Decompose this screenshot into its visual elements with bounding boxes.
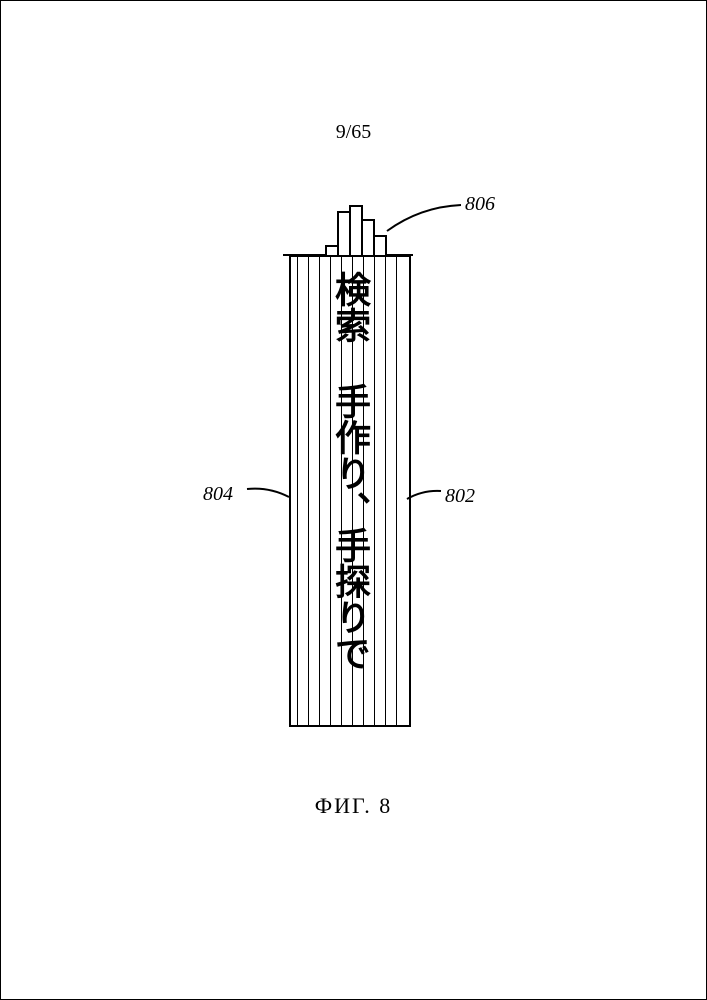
ref-806: 806	[465, 193, 495, 216]
figure-caption: ФИГ. 8	[1, 793, 706, 819]
page-number: 9/65	[1, 121, 706, 144]
ref-802: 802	[445, 485, 475, 508]
hatched-box: 検索 手作り、手探りで	[289, 255, 411, 727]
leader-802	[403, 487, 445, 503]
page-frame: 9/65 検索 手作り、手探りで 806 802 804 ФИГ. 8	[0, 0, 707, 1000]
ref-804: 804	[203, 483, 233, 506]
leader-804	[243, 485, 293, 501]
vertical-text: 検索 手作り、手探りで	[332, 271, 368, 671]
leader-806	[383, 201, 465, 235]
